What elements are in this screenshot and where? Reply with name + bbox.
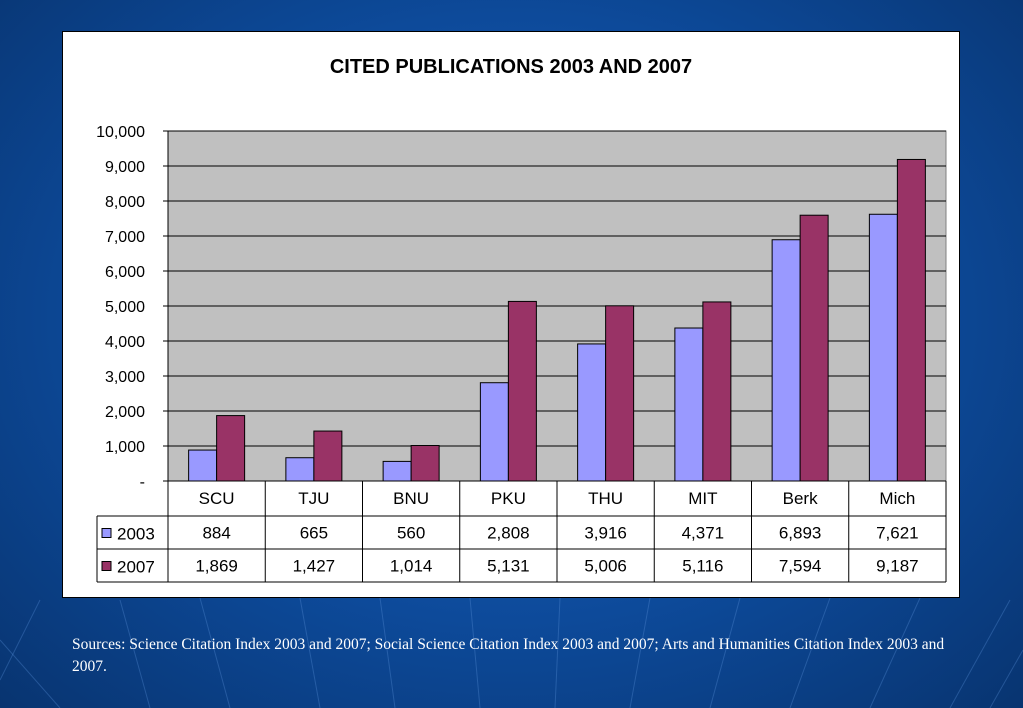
- category-label: SCU: [199, 489, 235, 508]
- bar-2003: [577, 343, 607, 482]
- sources-footnote: Sources: Science Citation Index 2003 and…: [72, 636, 945, 675]
- y-tick-label: 10,000: [96, 124, 145, 141]
- category-label: PKU: [491, 489, 526, 508]
- bar-2007: [507, 300, 537, 482]
- data-label-2003: 560: [397, 524, 425, 543]
- category-label: THU: [588, 489, 623, 508]
- y-tick-label: 3,000: [105, 369, 145, 386]
- bar-2003: [285, 457, 315, 482]
- y-tick-label: 1,000: [105, 439, 145, 456]
- data-label-2007: 1,427: [293, 557, 336, 576]
- data-label-2003: 884: [202, 524, 230, 543]
- data-label-2007: 1,014: [390, 557, 433, 576]
- bar-2007: [313, 430, 343, 482]
- data-label-2003: 4,371: [682, 524, 725, 543]
- category-label: Berk: [783, 489, 818, 508]
- y-tick-label: 8,000: [105, 194, 145, 211]
- bar-2007: [216, 415, 246, 482]
- data-label-2003: 3,916: [584, 524, 627, 543]
- bar-2007: [605, 305, 635, 482]
- bar-2007: [410, 445, 440, 482]
- data-label-2003: 2,808: [487, 524, 530, 543]
- data-label-2003: 7,621: [876, 524, 919, 543]
- legend-swatch-2003: [101, 528, 112, 538]
- data-label-2007: 5,116: [682, 557, 723, 576]
- chart-panel: CITED PUBLICATIONS 2003 AND 2007 - 1,000 2,…: [62, 31, 960, 598]
- category-label: BNU: [393, 489, 429, 508]
- category-label: Mich: [879, 489, 915, 508]
- y-tick-label: 7,000: [105, 229, 145, 246]
- y-tick-label: 6,000: [105, 264, 145, 281]
- bar-2003: [771, 239, 801, 482]
- y-tick-label: 9,000: [105, 159, 145, 176]
- data-label-2007: 9,187: [876, 557, 919, 576]
- y-tick-label: 2,000: [105, 404, 145, 421]
- data-label-2007: 1,869: [195, 557, 238, 576]
- bar-2007: [799, 214, 829, 482]
- y-tick-label: -: [140, 474, 145, 491]
- data-label-2007: 7,594: [779, 557, 822, 576]
- bar-2003: [868, 213, 898, 482]
- y-tick-label: 4,000: [105, 334, 145, 351]
- bar-2003: [382, 460, 412, 482]
- bar-chart: CITED PUBLICATIONS 2003 AND 2007 - 1,000 2,…: [96, 56, 947, 583]
- category-label: MIT: [688, 489, 717, 508]
- bar-2003: [188, 449, 218, 482]
- y-tick-label: 5,000: [105, 299, 145, 316]
- legend-swatch-2007: [101, 561, 112, 571]
- chart-title: CITED PUBLICATIONS 2003 AND 2007: [330, 56, 692, 78]
- data-label-2003: 665: [300, 524, 328, 543]
- data-label-2003: 6,893: [779, 524, 822, 543]
- bar-2007: [896, 158, 926, 482]
- bar-2003: [674, 327, 704, 482]
- bar-2007: [702, 301, 732, 482]
- bar-2003: [479, 382, 509, 482]
- data-label-2007: 5,006: [584, 557, 627, 576]
- data-label-2007: 5,131: [487, 557, 530, 576]
- category-label: TJU: [298, 489, 329, 508]
- legend-label-2003: 2003: [117, 525, 155, 544]
- legend-label-2007: 2007: [117, 558, 155, 577]
